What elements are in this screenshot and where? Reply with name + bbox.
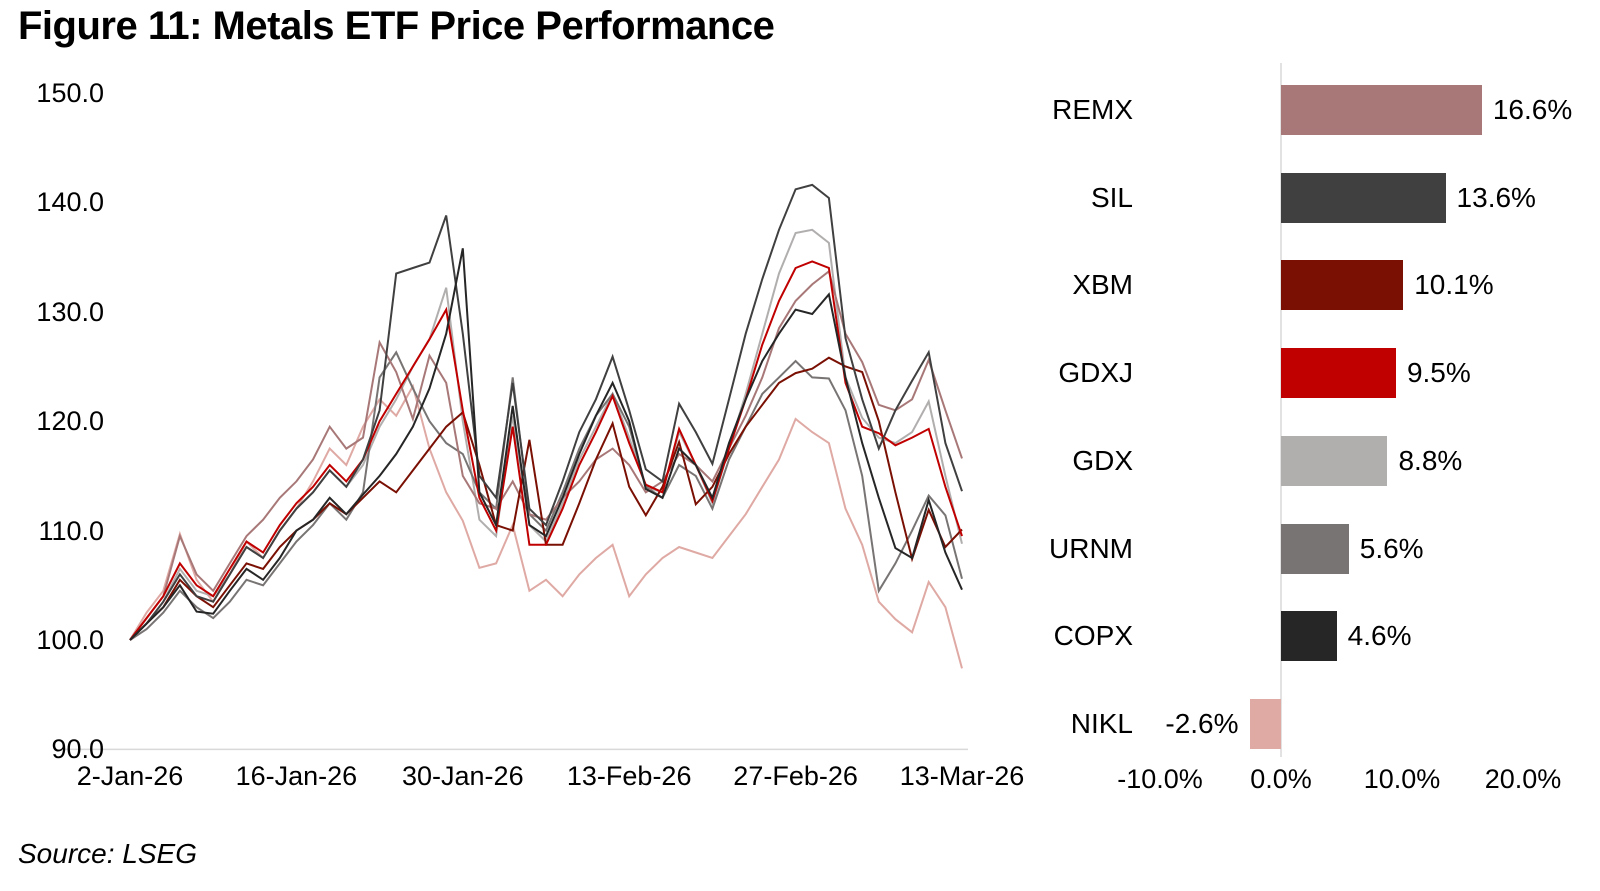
y-axis-label: 100.0 bbox=[36, 625, 104, 655]
bar-category-label: XBM bbox=[1072, 269, 1133, 301]
series-line-COPX bbox=[129, 248, 963, 641]
bar-value-label: 9.5% bbox=[1406, 357, 1471, 389]
bar-value-label: 13.6% bbox=[1456, 181, 1536, 213]
bar-category-label: COPX bbox=[1053, 620, 1133, 652]
x-axis-label: 13-Feb-26 bbox=[566, 761, 692, 791]
y-axis-label: 90.0 bbox=[51, 734, 104, 765]
bar-value-label: 16.6% bbox=[1492, 94, 1573, 125]
y-axis-label: 140.0 bbox=[36, 187, 104, 218]
bar-axis-tick-label: -10.0% bbox=[1117, 764, 1203, 794]
bar-REMX bbox=[1281, 85, 1482, 135]
bar-category-label: URNM bbox=[1049, 532, 1133, 564]
bar-GDXJ bbox=[1281, 348, 1396, 399]
series-line-URNM bbox=[129, 350, 963, 641]
bar-value-label: 8.8% bbox=[1398, 444, 1463, 476]
bar-XBM bbox=[1281, 260, 1404, 311]
series-line-XBM bbox=[129, 356, 963, 641]
x-axis-label: 27-Feb-26 bbox=[733, 761, 858, 791]
bar-category-label: GDXJ bbox=[1058, 357, 1133, 389]
bar-value-label: -2.6% bbox=[1165, 707, 1239, 739]
x-axis-label: 16-Jan-26 bbox=[235, 761, 358, 791]
bar-value-label: 4.6% bbox=[1347, 620, 1412, 652]
bar-value-label: 10.1% bbox=[1414, 269, 1494, 301]
bar-SIL bbox=[1281, 172, 1446, 223]
bar-axis-tick-label: 0.0% bbox=[1250, 764, 1312, 794]
bar-category-label: GDX bbox=[1072, 444, 1133, 476]
figure-title: Figure 11: Metals ETF Price Performance bbox=[18, 4, 775, 48]
bar-category-label: NIKL bbox=[1070, 707, 1133, 739]
bar-category-label: SIL bbox=[1090, 181, 1133, 213]
x-axis-label: 2-Jan-26 bbox=[76, 761, 184, 791]
bar-category-label: REMX bbox=[1052, 94, 1133, 125]
y-axis-label: 150.0 bbox=[36, 78, 104, 108]
y-axis-label: 130.0 bbox=[36, 296, 104, 327]
x-axis-label: 30-Jan-26 bbox=[402, 761, 524, 791]
series-line-REMX bbox=[129, 269, 963, 641]
y-axis-label: 110.0 bbox=[38, 515, 104, 546]
series-line-GDXJ bbox=[129, 260, 963, 641]
bar-NIKL bbox=[1249, 698, 1281, 749]
x-axis-label: 13-Mar-26 bbox=[899, 761, 1025, 791]
series-line-GDX bbox=[129, 228, 963, 641]
bar-COPX bbox=[1281, 611, 1337, 662]
source-note: Source: LSEG bbox=[18, 838, 197, 869]
bar-value-label: 5.6% bbox=[1359, 532, 1424, 564]
bar-URNM bbox=[1281, 523, 1349, 574]
bar-axis-tick-label: 20.0% bbox=[1484, 764, 1562, 794]
bar-GDX bbox=[1281, 435, 1388, 486]
bar-axis-tick-label: 10.0% bbox=[1363, 764, 1441, 794]
y-axis-label: 120.0 bbox=[36, 406, 104, 437]
series-line-SIL bbox=[129, 183, 963, 641]
